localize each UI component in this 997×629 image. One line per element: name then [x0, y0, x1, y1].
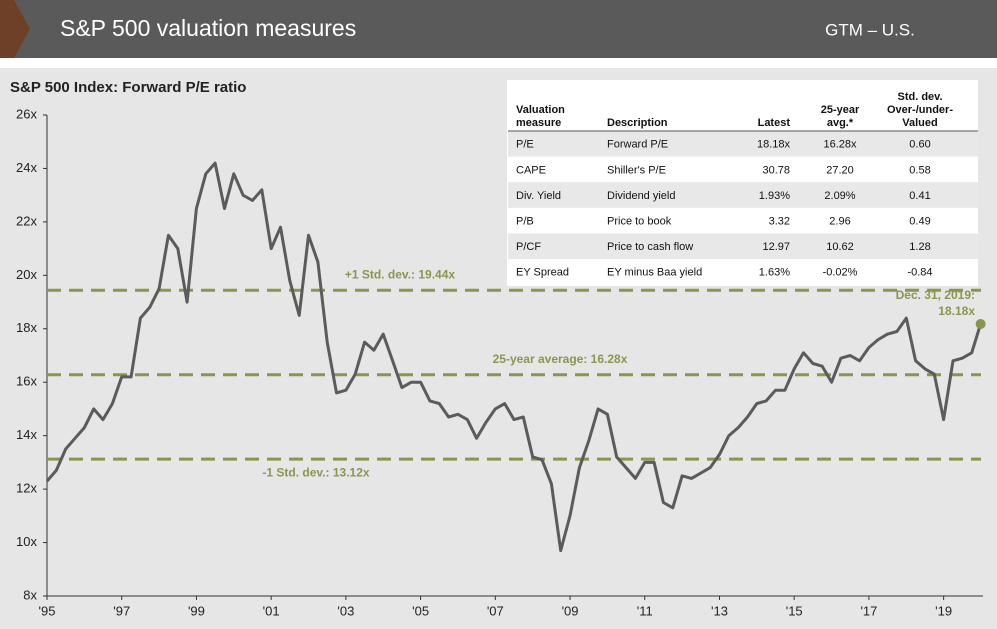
reference-label: 25-year average: 16.28x	[493, 352, 628, 366]
table-cell: CAPE	[516, 164, 546, 176]
chart-title: S&P 500 Index: Forward P/E ratio	[10, 79, 246, 96]
y-tick-label: 18x	[16, 320, 37, 335]
y-tick-label: 14x	[16, 427, 37, 442]
table-cell: 18.18x	[757, 139, 791, 151]
end-label: Dec. 31, 2019:	[896, 288, 975, 302]
table-header: Over-/under-	[887, 104, 953, 116]
table-cell: 0.41	[909, 190, 930, 202]
table-cell: Price to book	[607, 216, 672, 228]
x-tick-label: '07	[487, 603, 504, 618]
table-cell: 27.20	[826, 164, 854, 176]
y-tick-label: 16x	[16, 374, 37, 389]
table-cell: Shiller's P/E	[607, 164, 666, 176]
table-cell: 30.78	[762, 164, 790, 176]
y-tick-label: 24x	[16, 160, 37, 175]
x-tick-label: '01	[263, 603, 280, 618]
table-header: Description	[607, 117, 668, 129]
y-tick-label: 8x	[23, 587, 37, 602]
table-cell: 0.49	[909, 216, 930, 228]
table-row-shade	[508, 233, 978, 259]
table-header: Valuation	[516, 104, 565, 116]
y-tick-label: 22x	[16, 213, 37, 228]
table-header: 25-year	[821, 104, 860, 116]
table-cell: 1.28	[909, 241, 930, 253]
table-cell: 3.32	[769, 216, 790, 228]
table-cell: 12.97	[762, 241, 790, 253]
header-arrow	[0, 0, 30, 58]
x-tick-label: '17	[860, 603, 877, 618]
table-cell: P/CF	[516, 241, 541, 253]
x-tick-label: '97	[113, 603, 130, 618]
table-cell: P/B	[516, 216, 534, 228]
header-title: S&P 500 valuation measures	[60, 15, 356, 41]
header-tag: GTM – U.S.	[825, 20, 915, 39]
reference-label: -1 Std. dev.: 13.12x	[262, 465, 369, 479]
table-header: Valued	[902, 117, 937, 129]
table-cell: EY Spread	[516, 267, 569, 279]
table-cell: Dividend yield	[607, 190, 675, 202]
table-cell: Forward P/E	[607, 139, 668, 151]
table-header: measure	[516, 117, 561, 129]
x-tick-label: '15	[786, 603, 803, 618]
table-cell: 1.93%	[759, 190, 790, 202]
x-tick-label: '95	[39, 603, 56, 618]
table-header: Std. dev.	[897, 91, 942, 103]
table-header: Latest	[758, 117, 791, 129]
pe-line	[45, 161, 983, 553]
table-header: avg.*	[827, 117, 854, 129]
end-value-label: 18.18x	[938, 304, 975, 318]
x-tick-label: '09	[562, 603, 579, 618]
table-cell: EY minus Baa yield	[607, 267, 702, 279]
table-cell: -0.02%	[823, 267, 858, 279]
y-tick-label: 12x	[16, 481, 37, 496]
x-tick-label: '11	[637, 603, 653, 618]
table-cell: 2.09%	[824, 190, 855, 202]
x-tick-label: '03	[337, 603, 354, 618]
y-tick-label: 20x	[16, 267, 37, 282]
table-cell: Price to cash flow	[607, 241, 693, 253]
table-cell: 0.58	[909, 164, 930, 176]
table-cell: 10.62	[826, 241, 854, 253]
table-row-shade	[508, 182, 978, 208]
x-tick-label: '99	[188, 603, 205, 618]
reference-label: +1 Std. dev.: 19.44x	[345, 267, 455, 281]
y-tick-label: 10x	[16, 534, 37, 549]
end-point	[975, 318, 986, 329]
header-bar	[0, 0, 997, 58]
table-cell: P/E	[516, 139, 534, 151]
y-tick-label: 26x	[16, 106, 37, 121]
table-row-shade	[508, 131, 978, 157]
table-cell: 16.28x	[823, 139, 857, 151]
table-cell: -0.84	[907, 267, 932, 279]
x-tick-label: '19	[935, 603, 952, 618]
x-tick-label: '13	[711, 603, 728, 618]
x-tick-label: '05	[412, 603, 429, 618]
table-cell: 1.63%	[759, 267, 790, 279]
table-cell: 2.96	[829, 216, 850, 228]
table-cell: Div. Yield	[516, 190, 561, 202]
table-cell: 0.60	[909, 139, 930, 151]
